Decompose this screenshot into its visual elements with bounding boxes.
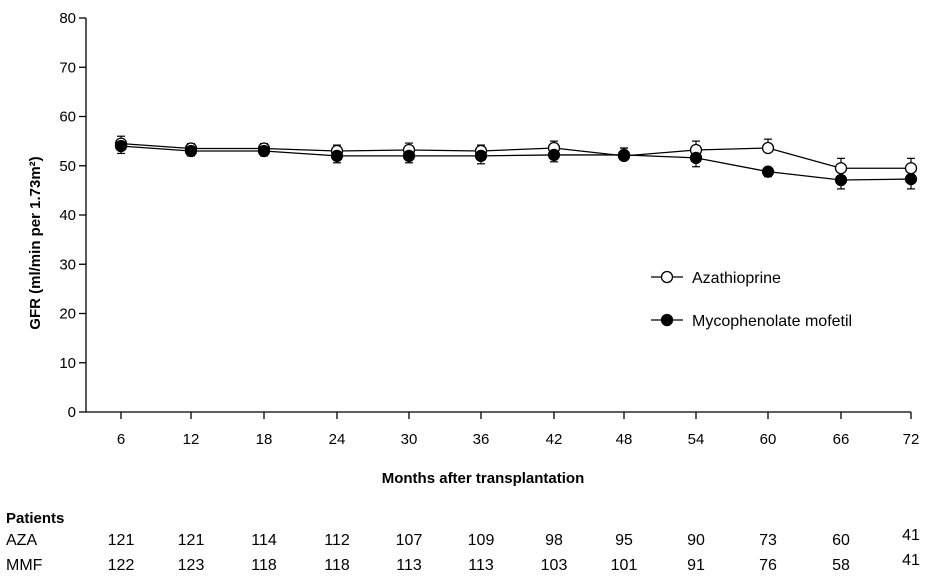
- table-cell: 121: [177, 532, 205, 549]
- table-cell: 95: [615, 532, 633, 549]
- data-point: [761, 141, 775, 155]
- x-axis: 6 12 18 24 30 36 42 48 54 60 66 72: [86, 411, 920, 448]
- table-cell: 112: [324, 532, 350, 549]
- x-axis-title: Months after transplantation: [382, 470, 585, 487]
- x-tick-label: 48: [616, 431, 633, 448]
- table-row-mmf: MMF 122 123 118 118 113 113 103 101 91 76 58 41: [0, 552, 926, 577]
- x-tick-label: 42: [546, 431, 563, 448]
- y-tick-label: 70: [59, 59, 76, 76]
- data-point: [257, 144, 271, 158]
- legend: Azathioprine Mycophenolate mofetil: [651, 270, 852, 330]
- table-cell: 41: [902, 552, 920, 569]
- data-point: [474, 149, 488, 163]
- table-row-label: MMF: [6, 557, 43, 574]
- table-cell: 109: [467, 532, 495, 549]
- gfr-line-chart: 0 10 20 30 40 50 60 70 80 6 12 18 24 30 36 42 48 54 60 66 7…: [27, 10, 920, 487]
- patients-table-header: Patients: [6, 510, 65, 527]
- data-point: [547, 148, 561, 162]
- series-layer: [114, 135, 918, 190]
- legend-label-mycophenolate: Mycophenolate mofetil: [692, 313, 852, 330]
- y-axis-title: GFR (ml/min per 1.73m²): [27, 156, 44, 329]
- table-cell: 41: [902, 527, 920, 544]
- data-point: [689, 151, 703, 165]
- table-cell: 123: [177, 557, 205, 574]
- x-tick-label: 66: [833, 431, 850, 448]
- table-cell: 118: [251, 557, 277, 574]
- data-point: [904, 172, 918, 186]
- table-cell: 113: [468, 557, 494, 574]
- table-row-aza: AZA 121 121 114 112 107 109 98 95 90 73 60 41: [0, 527, 926, 552]
- table-cell: 103: [540, 557, 568, 574]
- table-cell: 121: [107, 532, 135, 549]
- table-cell: 122: [107, 557, 135, 574]
- y-tick-label: 30: [59, 256, 76, 273]
- x-tick-label: 30: [401, 431, 418, 448]
- x-tick-label: 36: [473, 431, 490, 448]
- table-cell: 58: [832, 557, 850, 574]
- y-tick-label: 80: [59, 10, 76, 27]
- x-tick-label: 72: [903, 431, 920, 448]
- table-cell: 73: [759, 532, 777, 549]
- y-tick-label: 60: [59, 109, 76, 126]
- table-cell: 107: [395, 532, 423, 549]
- data-point: [617, 148, 631, 162]
- table-cell: 91: [687, 557, 705, 574]
- x-tick-label: 18: [256, 431, 273, 448]
- y-tick-label: 10: [59, 355, 76, 372]
- data-point: [402, 149, 416, 163]
- y-axis: 0 10 20 30 40 50 60 70 80: [59, 10, 87, 421]
- x-tick-label: 24: [329, 431, 346, 448]
- series-line: [120, 145, 912, 181]
- table-cell: 76: [759, 557, 777, 574]
- legend-item-mycophenolate: Mycophenolate mofetil: [651, 313, 852, 330]
- data-point: [904, 162, 918, 175]
- y-tick-label: 0: [68, 404, 76, 421]
- y-tick-label: 40: [59, 207, 76, 224]
- table-cell: 114: [251, 532, 277, 549]
- table-cell: 101: [610, 557, 638, 574]
- data-point: [330, 149, 344, 163]
- data-point: [114, 139, 128, 153]
- patients-table: Patients AZA 121 121 114 112 107 109 98 95 90 73 6…: [0, 505, 926, 581]
- legend-marker-mycophenolate: [660, 313, 674, 327]
- table-row-label: AZA: [6, 532, 38, 549]
- legend-item-azathioprine: Azathioprine: [651, 270, 781, 287]
- table-cell: 60: [832, 532, 850, 549]
- data-point: [761, 165, 775, 178]
- x-tick-label: 6: [117, 431, 125, 448]
- x-tick-label: 60: [760, 431, 777, 448]
- data-point: [184, 144, 198, 158]
- table-cell: 113: [396, 557, 422, 574]
- x-tick-label: 54: [688, 431, 705, 448]
- data-point: [834, 173, 848, 187]
- table-cell: 90: [687, 532, 705, 549]
- table-cell: 118: [324, 557, 350, 574]
- data-point: [834, 162, 848, 175]
- series-line: [120, 142, 911, 169]
- y-tick-label: 20: [59, 306, 76, 323]
- x-tick-label: 12: [183, 431, 200, 448]
- table-cell: 98: [545, 532, 563, 549]
- series-mycophenolate: [114, 139, 918, 190]
- legend-marker-azathioprine: [660, 270, 674, 284]
- y-tick-label: 50: [59, 158, 76, 175]
- legend-label-azathioprine: Azathioprine: [692, 270, 781, 287]
